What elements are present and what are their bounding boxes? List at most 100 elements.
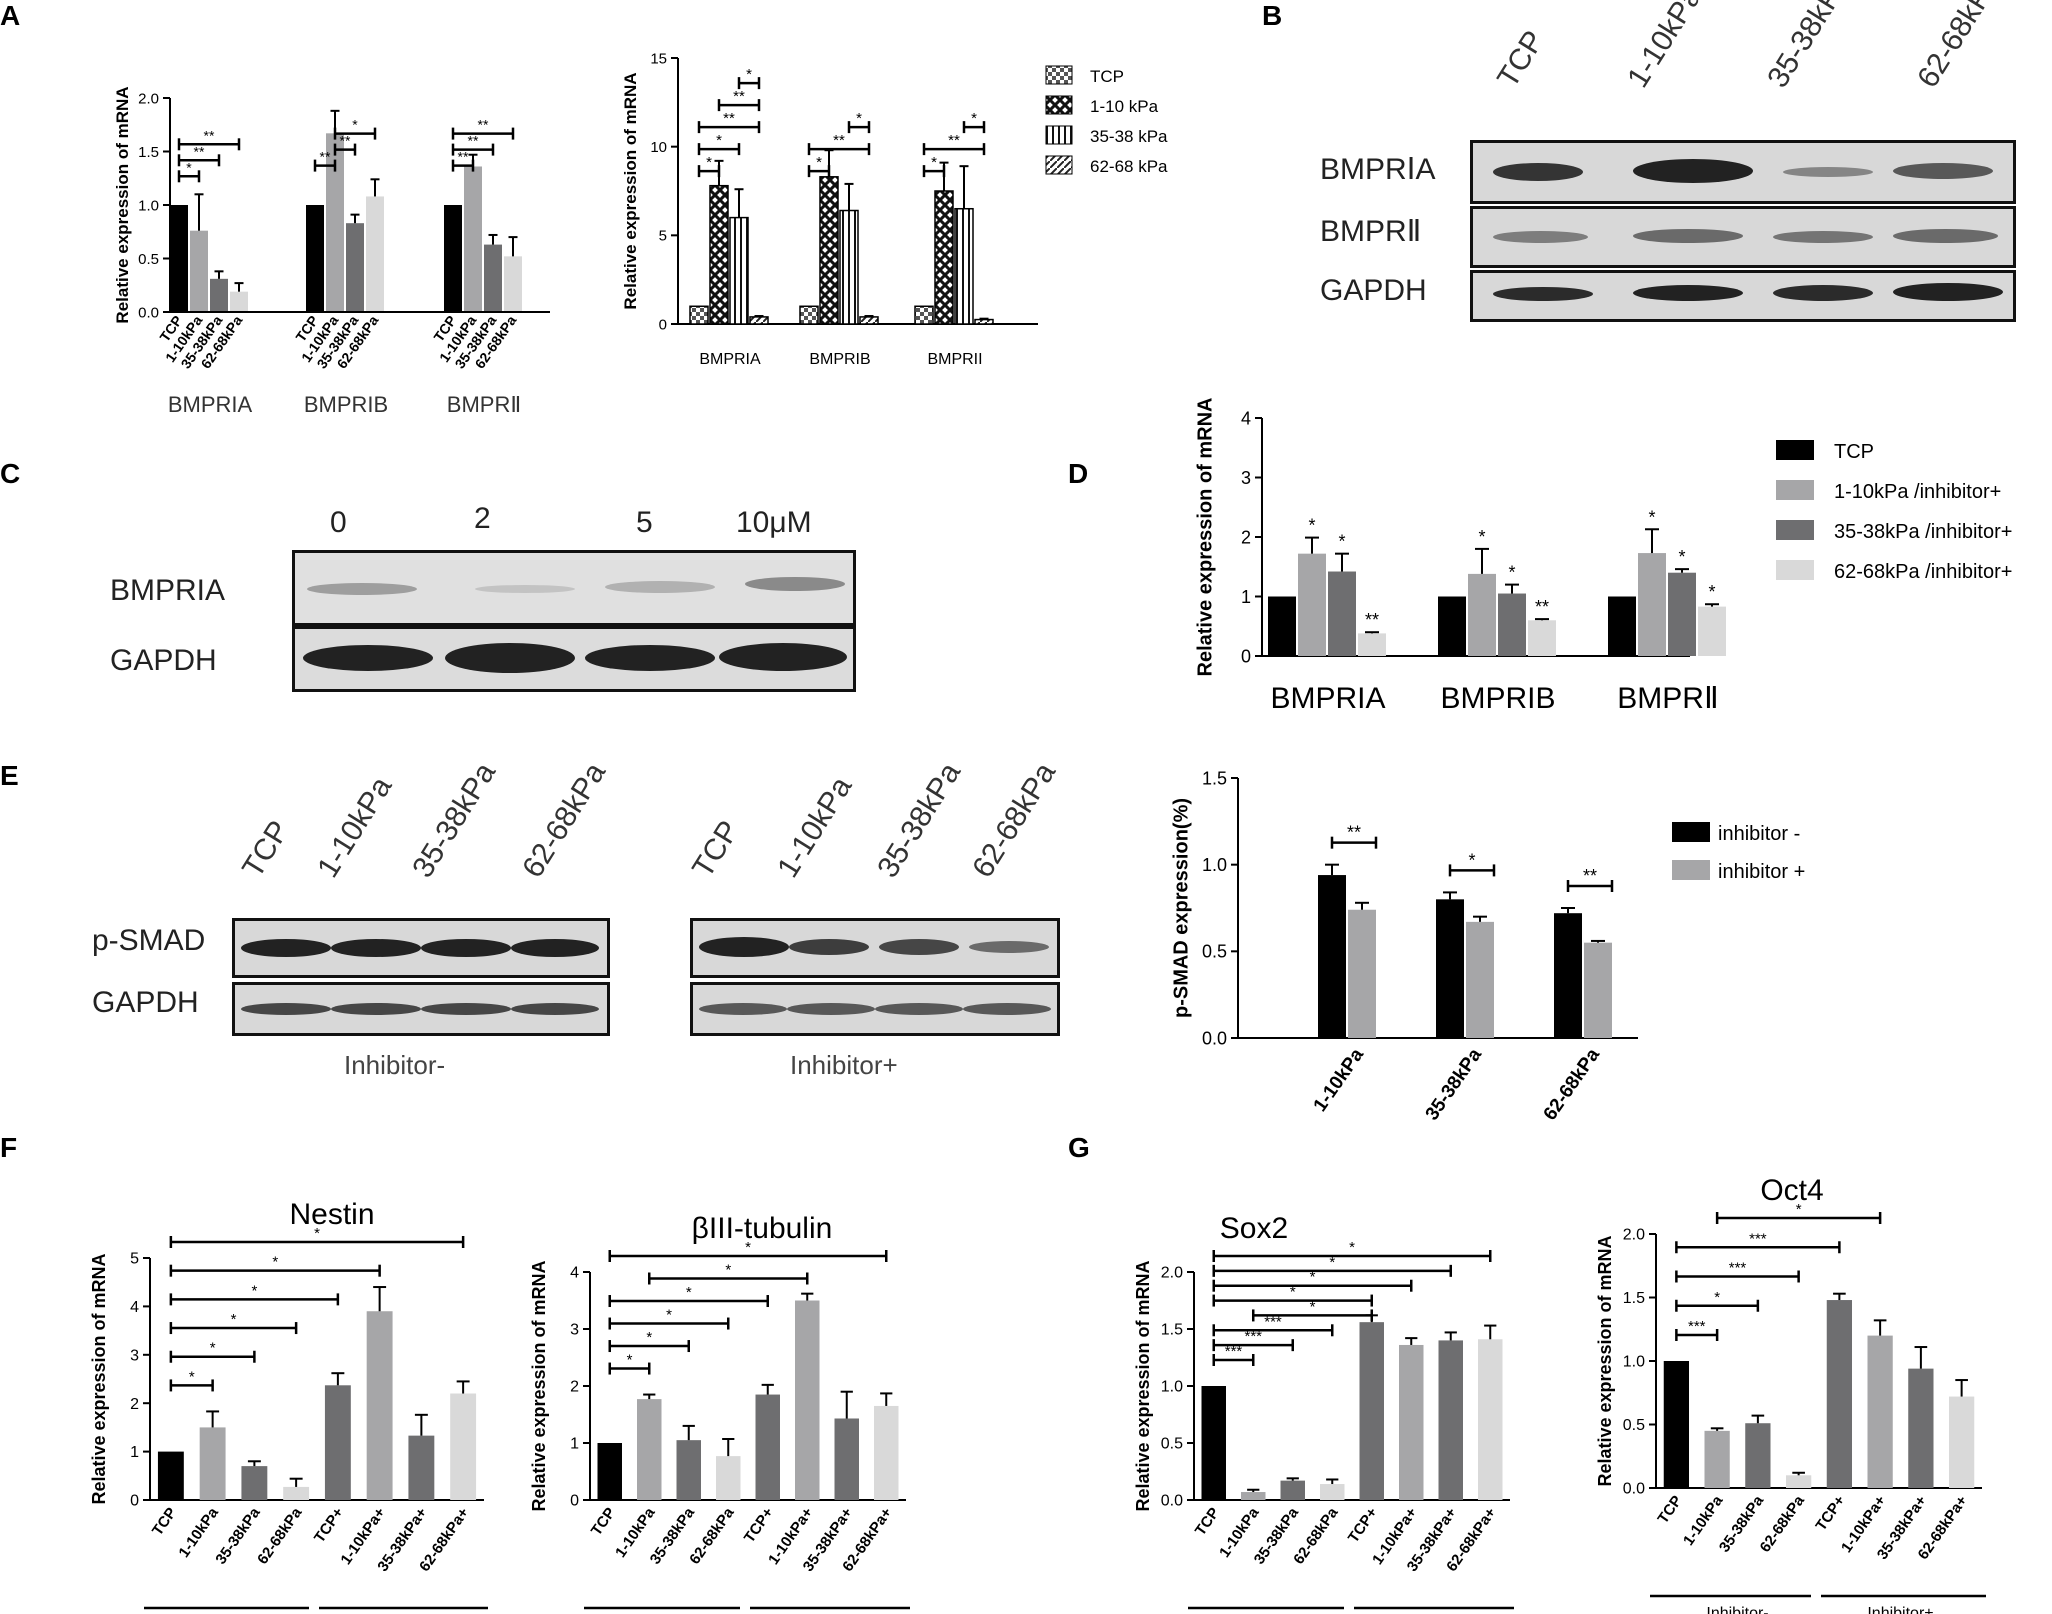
chart-a1-bar [210,278,228,312]
chart-a2-legend-swatch [1045,125,1073,145]
chart-e-x-tick-label: 35-38kPa [1422,1044,1487,1124]
chart-d-bar [1698,606,1726,656]
chart-g1: 0.0 0.5 1.0 1.5 2.0 Relative expression of mR… [1133,1212,1514,1610]
chart-f1: 0 1 2 3 4 5 Relative expression of mRNA Nestin T… [89,1198,488,1610]
chart-a1-sig-label: * [186,159,192,175]
chart-e-bar [1318,875,1346,1038]
chart-f1-bar [324,1385,351,1500]
chart-d-sig-label: * [1338,532,1345,552]
chart-g2-bar [1948,1396,1975,1488]
chart-f1-bar [408,1435,435,1500]
chart-g1-bar [1320,1484,1345,1500]
chart-f1-bar [450,1393,477,1500]
chart-g1-sig-label: * [1290,1284,1296,1301]
chart-a2-legend-swatch [1045,65,1073,85]
chart-a2-bar [729,216,749,325]
chart-e-bar [1554,913,1582,1038]
chart-g2-bar [1785,1475,1812,1488]
chart-g1-bar [1438,1340,1463,1500]
chart-g1-sig-label: *** [1244,1328,1262,1345]
chart-d-legend-swatch [1776,480,1814,500]
chart-f1-ytick-label: 4 [130,1299,139,1316]
chart-a1-bar [464,166,482,312]
chart-g1-x-tick-label: TCP [1192,1505,1223,1539]
blot-b-strip-gapdh [1470,270,2016,322]
chart-a1-group-label: BMPRIA [168,392,253,417]
blot-e-right-strip-gapdh [690,982,1060,1036]
chart-g2-bar [1663,1361,1690,1488]
chart-e-legend-label: inhibitor + [1718,861,1805,883]
chart-a1-group-label: BMPRⅡ [447,392,521,417]
chart-d-bar [1468,573,1496,656]
chart-f1-sig-label: * [272,1254,278,1271]
chart-f2-bar [795,1300,820,1500]
chart-a2-bar [799,305,819,325]
chart-f1-sig-label: * [189,1368,195,1385]
chart-a2-bar [839,209,859,325]
chart-f2-ytick-label: 3 [570,1322,579,1339]
chart-e-sig-label: ** [1583,866,1597,886]
blot-e-left-strip-psmad [232,918,610,978]
chart-a1-ytick-label: 1.5 [138,144,159,161]
chart-f1-ytick-label: 1 [130,1444,139,1461]
chart-a2-legend-label: 62-68 kPa [1090,157,1168,176]
chart-g1-ytick-label: 0.5 [1161,1436,1183,1453]
chart-e-ytick-label: 1.0 [1202,855,1227,875]
chart-f1-ytick-label: 0 [130,1493,139,1510]
chart-a1-ylabel: Relative expression of mRNA [113,86,132,323]
chart-g2-ytick-label: 0.5 [1623,1417,1645,1434]
chart-a2-sig-label: * [706,154,712,171]
chart-g2-bar [1908,1368,1934,1488]
chart-a2-sig-label: * [816,154,822,171]
chart-f2-x-tick-label: TCP+ [741,1504,777,1546]
chart-g1-bar [1359,1322,1384,1500]
chart-a2-ytick-label: 15 [650,50,667,67]
chart-g2-sig-label: *** [1749,1230,1767,1247]
chart-f1-ytick-label: 2 [130,1396,139,1413]
blot-b-row-2-label: BMPRⅡ [1320,215,1422,248]
chart-e-bar [1348,909,1376,1038]
chart-f2-bar [676,1440,701,1500]
chart-d-sig-label: * [1648,507,1655,527]
chart-a1-sig-label: ** [194,143,205,159]
chart-g2-x-tick-label: TCP [1655,1493,1686,1527]
chart-a1-ytick-label: 0.0 [138,304,159,321]
chart-e: 0.0 0.5 1.0 1.5 p-SMAD expression(%) 1-10kPa 3… [1171,768,1806,1124]
chart-g1-sig-label: * [1329,1254,1335,1271]
chart-f2-ytick-label: 1 [570,1436,579,1453]
blot-c-row-2-label: GAPDH [110,644,217,677]
chart-a1-sig-label: * [352,117,358,133]
chart-d-bar [1298,553,1326,656]
chart-g2-ytick-label: 2.0 [1623,1227,1645,1244]
chart-a2-sig-label: * [716,132,722,149]
chart-g1-x-tick-label: TCP+ [1345,1504,1381,1546]
chart-d-legend-swatch [1776,520,1814,540]
chart-e-ytick-label: 0.5 [1202,942,1227,962]
chart-g1-sig-label: * [1310,1269,1316,1286]
blot-e-row-2-label: GAPDH [92,986,199,1019]
chart-a1-bar [444,205,462,312]
chart-g1-bar [1280,1480,1305,1500]
chart-f2-bar [834,1418,859,1500]
chart-a1-bar [366,196,384,312]
blot-c-lane-1: 0 [330,506,347,539]
chart-e-x-tick-label: 62-68kPa [1540,1044,1605,1124]
chart-g2-bar [1867,1335,1893,1488]
chart-a2-bar [819,176,839,325]
chart-a1-sig-label: ** [468,133,479,149]
chart-f1-bar [157,1451,184,1500]
chart-g2-ytick-label: 0.0 [1623,1481,1645,1498]
chart-d-legend-label: 1-10kPa /inhibitor+ [1834,481,2001,503]
chart-d-ytick-label: 1 [1241,587,1251,607]
chart-g2-sig-label: * [1796,1201,1802,1218]
chart-a1-sig-label: ** [320,149,331,165]
chart-a2-sig-label: * [931,154,937,171]
blot-c-strip-gapdh [292,626,856,692]
panel-label-c: C [0,458,21,489]
chart-a1-bar [504,256,522,312]
chart-g2-bar [1826,1300,1853,1488]
chart-g1-sig-label: * [1349,1239,1355,1256]
chart-a1-ytick-label: 0.5 [138,251,159,268]
chart-f2-sig-label: * [646,1329,652,1346]
chart-a2-ytick-label: 0 [659,316,667,333]
